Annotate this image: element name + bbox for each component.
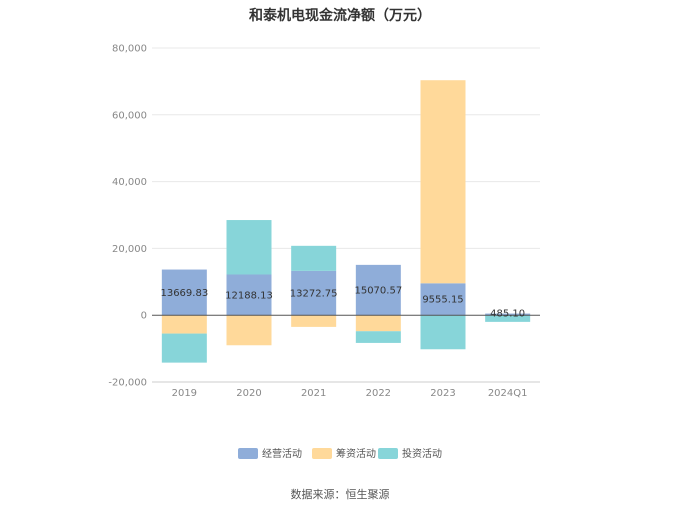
y-tick-label: 80,000 xyxy=(112,44,147,55)
bars xyxy=(161,80,531,363)
bar-segment xyxy=(226,274,272,316)
legend-label: 投资活动 xyxy=(402,447,442,460)
data-label: 12188.13 xyxy=(225,290,273,301)
x-tick-label: 2020 xyxy=(236,388,261,399)
bar-segment xyxy=(161,333,207,363)
y-tick-label: 0 xyxy=(141,311,147,322)
legend-swatch xyxy=(378,448,398,459)
data-label: 485.10 xyxy=(490,309,525,320)
data-label: 15070.57 xyxy=(354,286,402,297)
legend-label: 经营活动 xyxy=(262,447,302,460)
bar-segment xyxy=(355,264,401,316)
legend[interactable]: 经营活动 筹资活动 投资活动 xyxy=(238,447,442,460)
bar-segment xyxy=(420,315,466,350)
bar-segment xyxy=(420,80,466,284)
bar-segment xyxy=(291,270,337,316)
bar-segment xyxy=(226,220,272,275)
x-tick-label: 2019 xyxy=(172,388,197,399)
data-label: 9555.15 xyxy=(422,295,463,306)
source-note: 数据来源：恒生聚源 xyxy=(291,487,390,501)
y-tick-label: 40,000 xyxy=(112,177,147,188)
bar-segment xyxy=(355,331,401,343)
legend-swatch xyxy=(238,448,258,459)
bar-segment xyxy=(355,315,401,332)
data-label: 13669.83 xyxy=(160,288,208,299)
bar-segment xyxy=(291,315,337,327)
chart-title: 和泰机电现金流净额（万元） xyxy=(249,7,431,24)
x-tick-label: 2023 xyxy=(430,388,455,399)
y-tick-label: 20,000 xyxy=(112,244,147,255)
x-tick-label: 2022 xyxy=(366,388,391,399)
bar-segment xyxy=(485,315,531,322)
bar-segment xyxy=(161,315,207,334)
y-tick-label: -20,000 xyxy=(108,378,147,389)
data-labels: 13669.83 12188.13 13272.75 15070.57 9555.15 4… xyxy=(160,286,525,320)
x-tick-label: 2021 xyxy=(301,388,326,399)
x-tick-label: 2024Q1 xyxy=(488,388,528,399)
y-tick-label: 60,000 xyxy=(112,110,147,121)
gridlines xyxy=(152,47,540,383)
bar-segment xyxy=(420,283,466,316)
x-axis: 2019 2020 2021 2022 2023 2024Q1 xyxy=(152,381,540,399)
bar-segment xyxy=(485,313,531,316)
data-label: 13272.75 xyxy=(290,289,338,300)
y-axis: 80,000 60,000 40,000 20,000 0 -20,000 xyxy=(108,44,147,389)
bar-segment xyxy=(291,245,337,271)
legend-swatch xyxy=(312,448,332,459)
bar-segment xyxy=(161,269,207,316)
bar-segment xyxy=(226,315,272,346)
legend-label: 筹资活动 xyxy=(336,447,376,460)
